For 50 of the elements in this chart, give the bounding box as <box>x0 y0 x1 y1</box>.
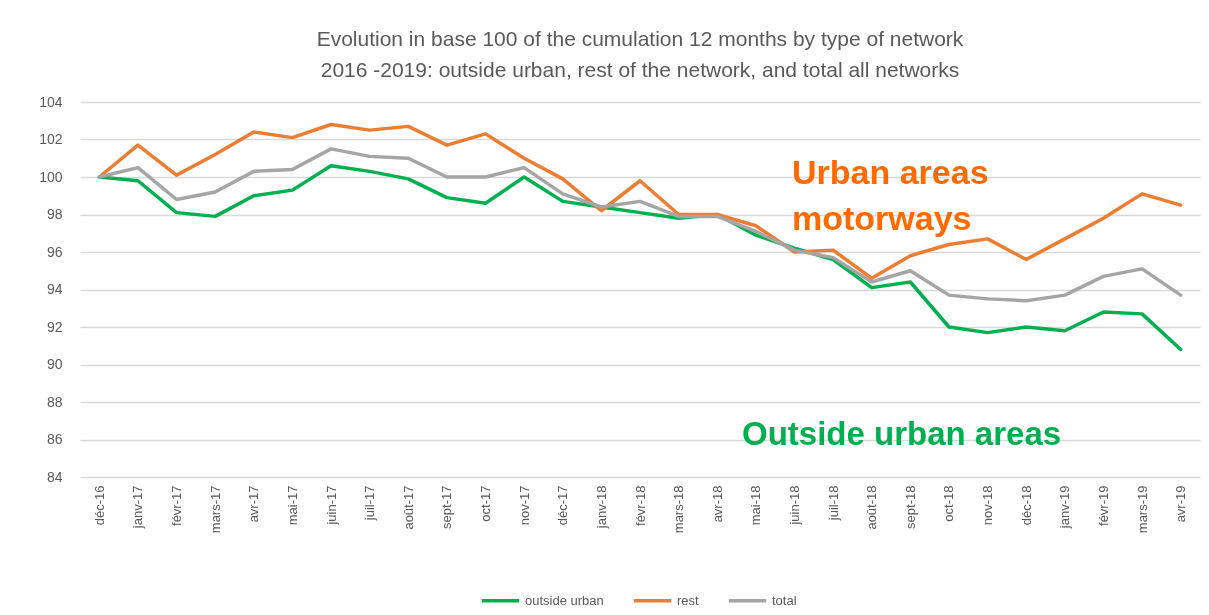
x-tick-label: juin-17 <box>323 485 339 526</box>
x-tick-label: janv-18 <box>593 485 609 530</box>
x-tick-label: juil-17 <box>362 485 378 522</box>
legend-label: outside urban <box>525 592 604 608</box>
x-tick-label: avr-19 <box>1173 485 1189 523</box>
x-tick-label: juil-18 <box>825 485 841 522</box>
x-tick-label: janv-19 <box>1057 485 1073 530</box>
line-series <box>97 122 1183 280</box>
line-series <box>97 147 1183 303</box>
x-tick-label: févr-19 <box>1095 485 1111 526</box>
x-tick-label: août-17 <box>400 485 416 530</box>
y-tick-label: 94 <box>46 281 63 297</box>
y-tick-label: 102 <box>39 131 63 147</box>
legend-label: total <box>772 592 797 608</box>
x-tick-label: févr-18 <box>632 485 648 526</box>
x-tick-label: mars-18 <box>671 485 687 534</box>
y-tick-label: 104 <box>39 93 63 110</box>
x-tick-label: août-18 <box>864 485 880 530</box>
y-tick-label: 96 <box>46 243 63 260</box>
y-tick-label: 86 <box>46 431 63 447</box>
y-tick-label: 88 <box>46 393 63 410</box>
x-tick-label: déc-17 <box>555 485 571 526</box>
y-tick-label: 100 <box>39 168 63 185</box>
x-tick-label: avr-18 <box>709 485 725 523</box>
x-tick-label: sept-17 <box>439 485 455 529</box>
chart-subtitle: 2016 -2019: outside urban, rest of the network, and total all networks <box>320 58 960 81</box>
x-tick-label: avr-17 <box>246 485 262 523</box>
x-tick-label: déc-16 <box>91 485 107 526</box>
chart-title: Evolution in base 100 of the cumulation 12 months by type of network <box>316 27 964 50</box>
x-tick-label: mai-18 <box>748 485 764 526</box>
y-tick-label: 84 <box>46 468 63 485</box>
x-tick-label: déc-18 <box>1018 485 1034 526</box>
x-tick-label: févr-17 <box>169 485 185 526</box>
x-tick-label: mars-17 <box>207 485 223 534</box>
x-tick-label: janv-17 <box>130 485 146 530</box>
x-tick-label: nov-17 <box>516 485 532 526</box>
y-tick-label: 90 <box>46 356 63 372</box>
annotation: Outside urban areas <box>742 415 1062 452</box>
annotation: motorways <box>792 199 972 237</box>
legend-label: rest <box>677 592 700 608</box>
y-tick-label: 92 <box>46 318 63 335</box>
x-tick-label: mai-17 <box>284 485 300 526</box>
y-tick-label: 98 <box>46 206 63 222</box>
x-tick-label: oct-18 <box>941 485 957 522</box>
x-tick-label: sept-18 <box>902 485 918 529</box>
x-tick-label: oct-17 <box>478 485 494 522</box>
x-tick-label: juin-18 <box>786 485 802 526</box>
x-tick-label: nov-18 <box>980 485 996 526</box>
annotation: Urban areas <box>792 153 989 191</box>
x-tick-label: mars-19 <box>1134 485 1150 534</box>
